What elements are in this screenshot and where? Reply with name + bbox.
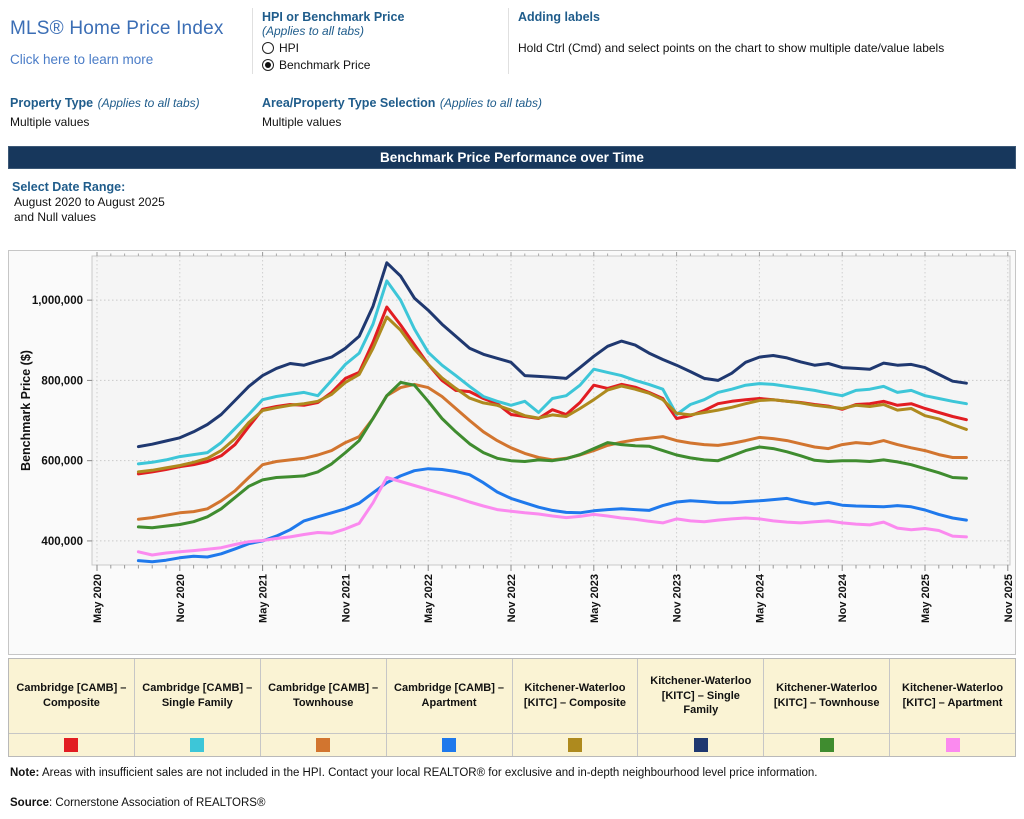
series-legend: Cambridge [CAMB] – Composite Cambridge [C… [8,658,1016,757]
chart-container: 400,000 600,000 800,000 1,000,000 May 2020 No… [8,250,1016,655]
radio-option-label: HPI [279,41,300,55]
legend-series-label: Cambridge [CAMB] – Composite [16,682,127,709]
svg-text:Nov 2024: Nov 2024 [837,573,849,622]
legend-swatch-cell [638,733,764,756]
legend-series-label: Kitchener-Waterloo [KITC] – Single Famil… [650,674,752,717]
svg-text:1,000,000: 1,000,000 [32,295,83,307]
svg-text:May 2024: May 2024 [754,573,766,623]
date-range-value[interactable]: August 2020 to August 2025 [14,195,165,209]
legend-swatch-cell [134,733,260,756]
legend-color-swatch [442,738,457,752]
property-type-value[interactable]: Multiple values [10,115,90,129]
legend-series-label: Cambridge [CAMB] – Apartment [394,682,505,709]
legend-swatch-cell [764,733,890,756]
date-range-label: Select Date Range: [12,180,126,194]
legend-color-swatch [64,738,79,752]
series-line[interactable] [136,315,968,474]
hpi-selector-title: HPI or Benchmark Price [262,10,405,24]
legend-swatch-cell [890,733,1015,756]
chart-banner-title: Benchmark Price Performance over Time [8,146,1016,169]
series-line[interactable] [136,476,968,557]
legend-item[interactable]: Kitchener-Waterloo [KITC] – Apartment [890,659,1015,756]
header-divider [252,8,253,74]
svg-text:Nov 2020: Nov 2020 [175,574,187,622]
svg-text:Nov 2025: Nov 2025 [1003,574,1015,622]
series-line[interactable] [136,380,968,530]
legend-item[interactable]: Cambridge [CAMB] – Composite [9,659,135,756]
radio-option-hpi[interactable]: HPI [262,41,404,55]
page-title: MLS® Home Price Index [10,18,224,39]
adding-labels-title: Adding labels [518,10,600,24]
property-type-label: Property Type [10,96,94,110]
series-line[interactable] [136,467,968,564]
svg-text:May 2021: May 2021 [258,574,270,623]
hpi-benchmark-selector: HPI or Benchmark Price (Applies to all t… [262,10,404,72]
legend-series-label: Cambridge [CAMB] – Townhouse [268,682,379,709]
area-property-note: (Applies to all tabs) [439,96,542,110]
legend-series-label: Kitchener-Waterloo [KITC] – Townhouse [773,682,880,709]
radio-unselected-icon[interactable] [262,42,274,54]
legend-swatch-cell [386,733,512,756]
legend-swatch-cell [260,733,386,756]
legend-color-swatch [945,738,960,752]
series-line[interactable] [136,279,968,466]
legend-item[interactable]: Kitchener-Waterloo [KITC] – Townhouse [764,659,891,756]
legend-swatch-cell [512,733,638,756]
series-line[interactable] [136,261,968,449]
svg-text:May 2022: May 2022 [423,574,435,623]
legend-color-swatch [567,738,582,752]
legend-swatch-cell [9,733,134,756]
legend-color-swatch [190,738,205,752]
radio-selected-icon[interactable] [262,59,274,71]
legend-item[interactable]: Cambridge [CAMB] – Apartment [386,659,513,756]
radio-option-label: Benchmark Price [279,58,371,72]
area-property-label: Area/Property Type Selection [262,96,436,110]
header-divider-2 [508,8,509,74]
hpi-selector-subtitle: (Applies to all tabs) [262,24,365,38]
footnote-text: Areas with insufficient sales are not in… [39,767,818,779]
area-property-filter: Area/Property Type Selection (Applies to… [262,94,542,129]
source-text: : Cornerstone Association of REALTORS® [49,797,266,809]
legend-series-label: Kitchener-Waterloo [KITC] – Apartment [902,682,1004,709]
legend-color-swatch [693,738,708,752]
area-property-value[interactable]: Multiple values [262,115,342,129]
svg-text:600,000: 600,000 [41,456,83,468]
svg-text:Nov 2021: Nov 2021 [340,574,352,622]
radio-option-benchmark-price[interactable]: Benchmark Price [262,58,404,72]
source-line: Source: Cornerstone Association of REALT… [10,797,265,809]
property-type-note: (Applies to all tabs) [97,96,200,110]
y-axis-title: Benchmark Price ($) [19,350,33,471]
legend-color-swatch [819,738,834,752]
benchmark-price-chart[interactable]: 400,000 600,000 800,000 1,000,000 May 2020 No… [8,250,1016,655]
legend-item[interactable]: Cambridge [CAMB] – Townhouse [260,659,387,756]
adding-labels-section: Adding labels Hold Ctrl (Cmd) and select… [518,10,1018,55]
learn-more-link[interactable]: Click here to learn more [10,52,154,67]
svg-text:May 2020: May 2020 [92,574,104,623]
legend-series-label: Cambridge [CAMB] – Single Family [142,682,253,709]
legend-series-label: Kitchener-Waterloo [KITC] – Composite [523,682,626,709]
legend-color-swatch [316,738,331,752]
svg-text:May 2025: May 2025 [920,574,932,623]
footnote: Note: Areas with insufficient sales are … [10,767,1010,779]
svg-text:Nov 2022: Nov 2022 [506,574,518,622]
svg-text:800,000: 800,000 [41,375,83,387]
svg-text:Nov 2023: Nov 2023 [672,574,684,622]
footnote-label: Note: [10,767,40,779]
legend-item[interactable]: Cambridge [CAMB] – Single Family [134,659,261,756]
svg-text:May 2023: May 2023 [589,574,601,623]
legend-item[interactable]: Kitchener-Waterloo [KITC] – Single Famil… [638,659,765,756]
adding-labels-help-text: Hold Ctrl (Cmd) and select points on the… [518,41,945,55]
svg-text:400,000: 400,000 [41,536,83,548]
source-label: Source [10,797,49,809]
legend-item[interactable]: Kitchener-Waterloo [KITC] – Composite [512,659,639,756]
date-range-null-values: and Null values [14,210,97,224]
hpi-radio-group: HPI Benchmark Price [262,41,404,72]
property-type-filter: Property Type (Applies to all tabs) Mult… [10,94,200,129]
